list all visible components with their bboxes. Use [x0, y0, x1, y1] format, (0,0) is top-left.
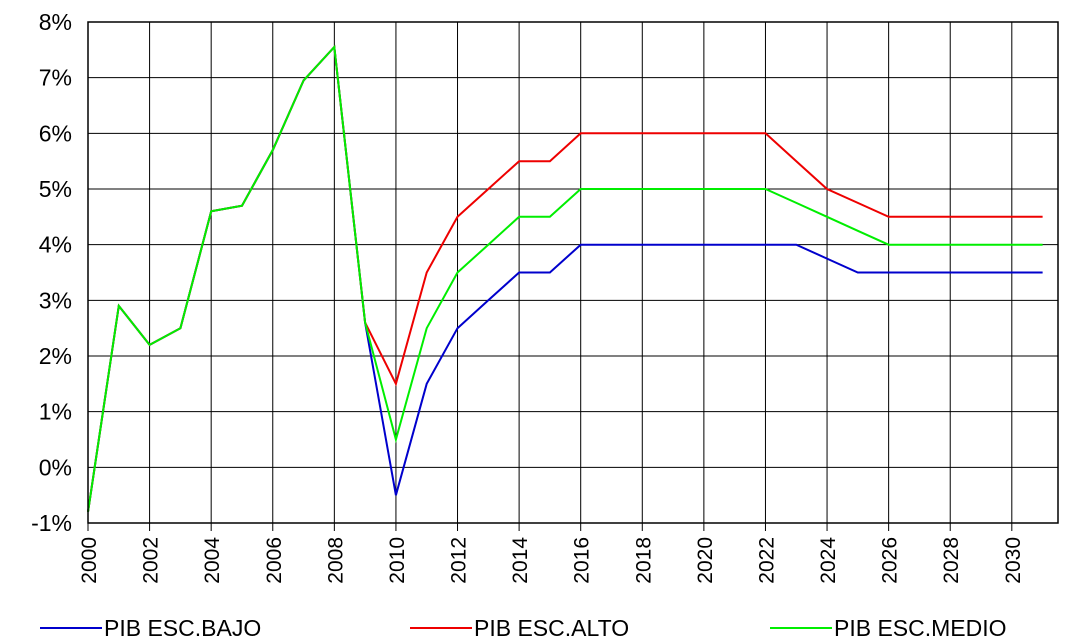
y-tick-label: 2% [39, 343, 72, 369]
series-line [87, 44, 1043, 513]
x-tick-label: 2018 [632, 537, 655, 584]
y-axis-ticks: -1% 0% 1% 2% 3% 4% 5% 6% 7% 8% [31, 9, 72, 536]
y-tick-label: 1% [39, 399, 72, 425]
x-tick-label: 2010 [386, 537, 409, 584]
y-tick-label: 3% [39, 287, 72, 313]
x-tick-label: 2012 [448, 537, 471, 584]
y-tick-label: 5% [39, 176, 72, 202]
x-tick-label: 2030 [1002, 537, 1025, 584]
x-tick-label: 2008 [324, 537, 347, 584]
grid [87, 21, 1058, 531]
x-tick-label: 2014 [509, 537, 532, 584]
x-tick-label: 2026 [879, 537, 902, 584]
series-line [87, 44, 1043, 513]
x-tick-label: 2028 [940, 537, 963, 584]
x-tick-label: 2002 [140, 537, 163, 584]
x-tick-label: 2020 [694, 537, 717, 584]
y-tick-label: 4% [39, 232, 72, 258]
x-tick-label: 2022 [755, 537, 778, 584]
y-tick-label: 6% [39, 120, 72, 146]
x-tick-label: 2006 [263, 537, 286, 584]
x-tick-label: 2000 [78, 537, 101, 584]
legend: PIB ESC.BAJO PIB ESC.ALTO PIB ESC.MEDIO [40, 615, 1007, 641]
y-tick-label: -1% [31, 510, 72, 536]
plot-frame [87, 21, 1059, 524]
y-tick-label: 8% [39, 9, 72, 35]
y-tick-label: 7% [39, 65, 72, 91]
x-tick-label: 2016 [571, 537, 594, 584]
x-tick-label: 2004 [201, 537, 224, 584]
legend-label: PIB ESC.BAJO [104, 615, 261, 641]
legend-label: PIB ESC.MEDIO [834, 615, 1007, 641]
legend-label: PIB ESC.ALTO [474, 615, 629, 641]
y-tick-label: 0% [39, 454, 72, 480]
series-line [87, 44, 1043, 513]
x-axis-ticks: 2000 2002 2004 2006 2008 2010 2012 2014 2016 2018… [78, 537, 1025, 584]
series-lines [87, 44, 1043, 513]
x-tick-label: 2024 [817, 537, 840, 584]
